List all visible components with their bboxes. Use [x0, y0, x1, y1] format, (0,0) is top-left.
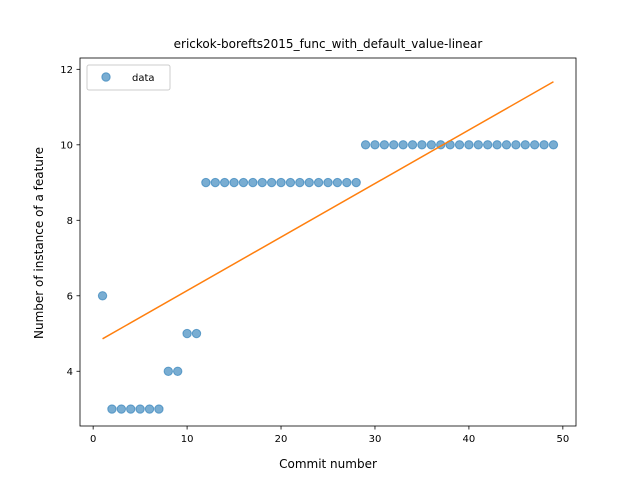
y-tick-label: 10	[60, 140, 73, 151]
data-point	[379, 140, 390, 150]
data-point	[342, 177, 352, 188]
data-point	[295, 177, 305, 188]
data-point	[257, 177, 267, 188]
data-point	[539, 140, 549, 150]
data-point	[304, 177, 314, 188]
data-point	[210, 177, 220, 188]
data-point	[548, 140, 559, 150]
data-point	[126, 404, 136, 414]
y-axis-title: Number of instance of a feature	[32, 147, 46, 339]
data-point	[266, 177, 277, 188]
x-tick-label: 10	[181, 434, 194, 445]
data-point	[135, 404, 145, 414]
data-point	[501, 140, 512, 150]
data-point	[191, 328, 202, 339]
data-point	[201, 177, 211, 188]
x-tick-label: 0	[90, 434, 96, 445]
x-axis: 0 10 20 30 40 50	[90, 426, 569, 445]
data-point	[398, 140, 408, 150]
data-point	[482, 140, 493, 150]
x-axis-title: Commit number	[279, 457, 377, 471]
data-point	[332, 177, 343, 188]
chart-title: erickok-borefts2015_func_with_default_va…	[174, 37, 483, 51]
data-point	[529, 140, 540, 150]
data-point	[426, 140, 437, 150]
data-point	[116, 404, 127, 414]
data-point	[107, 404, 117, 414]
data-point	[370, 140, 380, 150]
data-point	[407, 140, 418, 150]
data-point	[389, 140, 399, 150]
data-point	[454, 140, 465, 150]
data-point	[473, 140, 484, 150]
data-point	[229, 177, 239, 188]
data-point	[238, 177, 249, 188]
data-point	[492, 140, 502, 150]
data-point	[219, 177, 230, 188]
data-point	[285, 177, 296, 188]
x-tick-label: 30	[369, 434, 382, 445]
legend-box	[86, 64, 171, 91]
data-point	[520, 140, 530, 150]
data-point	[163, 366, 174, 376]
y-tick-label: 12	[60, 65, 73, 76]
y-tick-label: 4	[67, 367, 73, 378]
trend-line	[102, 81, 554, 340]
x-tick-label: 40	[463, 434, 476, 445]
data-point	[97, 291, 108, 301]
data-point	[144, 404, 155, 414]
x-tick-label: 50	[556, 434, 569, 445]
data-point	[417, 140, 427, 150]
legend: data	[86, 64, 171, 91]
data-point	[360, 140, 371, 150]
data-point	[323, 177, 333, 188]
data-point	[248, 177, 258, 188]
legend-marker	[101, 72, 111, 82]
y-tick-label: 6	[67, 291, 73, 302]
data-point	[172, 366, 183, 376]
data-point	[511, 140, 521, 150]
data-point	[313, 177, 324, 188]
data-point	[351, 177, 361, 188]
data-point	[464, 140, 474, 150]
plot-frame	[79, 57, 577, 427]
legend-label: data	[132, 73, 155, 84]
x-tick-label: 20	[275, 434, 288, 445]
data-point	[182, 328, 192, 339]
data-point	[276, 177, 286, 188]
y-axis: 4 6 8 10 12	[60, 65, 80, 378]
data-point	[154, 404, 164, 414]
y-tick-label: 8	[67, 216, 73, 227]
plot-area	[79, 57, 577, 427]
